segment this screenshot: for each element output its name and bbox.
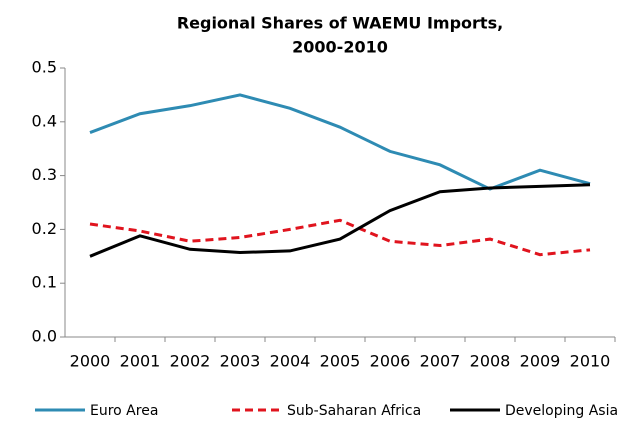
chart-title: Regional Shares of WAEMU Imports,: [177, 14, 503, 33]
x-tick-label: 2008: [470, 352, 511, 371]
x-tick-label: 2007: [420, 352, 461, 371]
y-tick-label: 0.0: [32, 327, 57, 346]
series-line: [89, 183, 591, 258]
legend-label: Euro Area: [90, 403, 158, 419]
x-tick-label: 2003: [220, 352, 261, 371]
y-tick-label: 0.3: [32, 165, 57, 184]
x-tick-label: 2009: [520, 352, 561, 371]
x-tick-label: 2010: [570, 352, 611, 371]
x-tick-label: 2005: [320, 352, 361, 371]
x-tick-label: 2002: [170, 352, 211, 371]
y-tick-label: 0.5: [32, 58, 57, 77]
series-line: [89, 218, 591, 257]
legend-label: Sub-Saharan Africa: [287, 403, 421, 419]
y-tick-label: 0.1: [32, 273, 57, 292]
y-tick-label: 0.2: [32, 219, 57, 238]
x-tick-label: 2000: [70, 352, 111, 371]
legend-label: Developing Asia: [505, 403, 618, 419]
y-tick-label: 0.4: [32, 111, 57, 130]
x-tick-label: 2004: [270, 352, 311, 371]
x-tick-label: 2006: [370, 352, 411, 371]
x-tick-label: 2001: [120, 352, 161, 371]
series-line: [89, 93, 591, 191]
chart-title: 2000-2010: [292, 38, 388, 57]
